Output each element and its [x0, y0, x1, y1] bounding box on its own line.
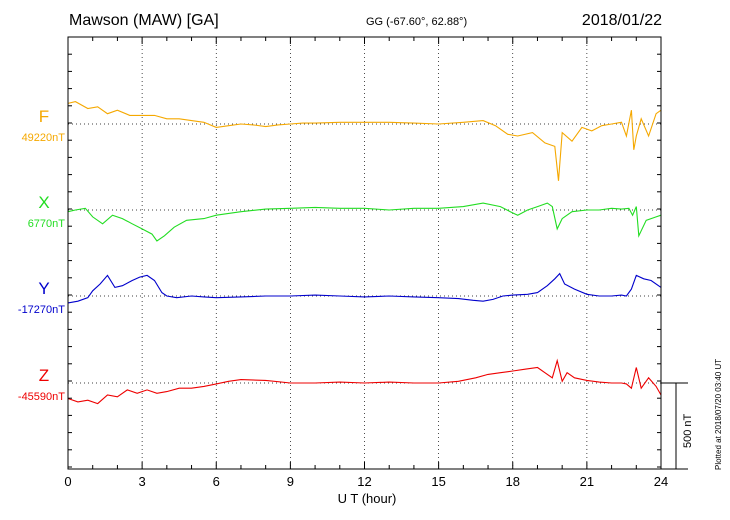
scale-bar: [661, 382, 688, 470]
station-title: Mawson (MAW) [GA]: [69, 12, 219, 29]
series-name-f: F: [39, 107, 49, 126]
x-tick-label: 12: [357, 474, 371, 489]
x-axis-label: U T (hour): [338, 491, 397, 506]
series-line-x: [67, 202, 662, 242]
series-line-z: [67, 358, 662, 405]
x-tick-label: 9: [287, 474, 294, 489]
x-tick-label: 3: [139, 474, 146, 489]
plot-timestamp: Plotted at 2018/07/20 03:40 UT: [714, 358, 723, 470]
date-label: 2018/01/22: [581, 12, 662, 29]
x-tick-label: 0: [64, 474, 71, 489]
series-name-x: X: [38, 193, 49, 212]
series-baseline-label: -17270nT: [18, 304, 65, 316]
series-line-f: [67, 101, 662, 181]
scale-bar-label: 500 nT: [682, 413, 694, 448]
series-baseline-label: 49220nT: [22, 132, 66, 144]
series-name-y: Y: [38, 279, 49, 298]
series-line-y: [67, 272, 662, 304]
series-baseline-label: 6770nT: [28, 218, 66, 230]
x-tick-label: 15: [431, 474, 445, 489]
x-tick-label: 24: [654, 474, 668, 489]
x-tick-label: 6: [213, 474, 220, 489]
x-tick-label: 21: [580, 474, 594, 489]
x-tick-label: 18: [506, 474, 520, 489]
series-baseline-label: -45590nT: [18, 391, 65, 403]
geographic-coordinates: GG (-67.60°, 62.88°): [366, 16, 468, 28]
series-name-z: Z: [39, 366, 49, 385]
